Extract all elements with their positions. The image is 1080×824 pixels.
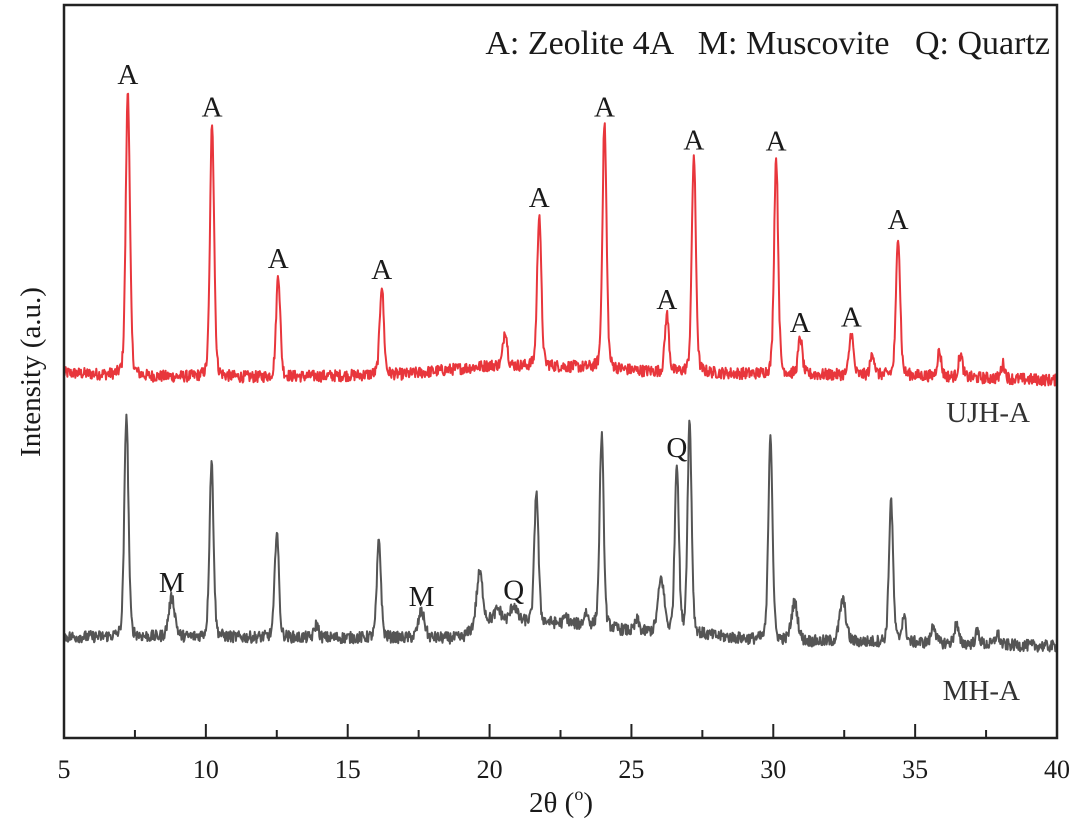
peak-label-a: A	[888, 204, 909, 236]
x-tick-label: 40	[1044, 755, 1070, 784]
peak-label-q: Q	[503, 574, 524, 606]
peak-label-a: A	[117, 59, 138, 91]
series-line-ujh-a	[63, 92, 1058, 387]
plot-frame	[62, 3, 1059, 740]
x-tick-label: 25	[618, 755, 644, 784]
x-tick-label: 30	[760, 755, 786, 784]
y-axis-title: Intensity (a.u.)	[15, 287, 47, 457]
series-group	[63, 92, 1058, 653]
peak-label-a: A	[202, 91, 223, 123]
peak-label-q: Q	[666, 432, 687, 464]
series-name-mh-a: MH-A	[943, 675, 1020, 707]
peak-label-a: A	[594, 91, 615, 123]
peak-label-a: A	[766, 126, 787, 158]
peak-label-a: A	[683, 124, 704, 156]
peak-label-m: M	[159, 567, 185, 599]
peak-label-a: A	[371, 254, 392, 286]
x-axis-title-main: 2θ (	[529, 787, 574, 819]
x-tick-label: 35	[902, 755, 928, 784]
x-tick-label: 5	[58, 755, 71, 784]
x-tick-label: 10	[193, 755, 219, 784]
series-line-mh-a	[63, 413, 1058, 653]
legend-text: A: Zeolite 4A M: Muscovite Q: Quartz	[485, 25, 1050, 62]
peak-label-a: A	[790, 307, 811, 339]
x-tick-label: 20	[477, 755, 503, 784]
x-tick-label: 15	[335, 755, 361, 784]
peak-label-a: A	[841, 302, 862, 334]
peak-label-a: A	[656, 284, 677, 316]
peak-label-m: M	[409, 581, 435, 613]
x-axis-title: 2θ (o)	[529, 784, 593, 819]
peak-label-a: A	[529, 182, 550, 214]
series-name-ujh-a: UJH-A	[946, 397, 1030, 429]
x-axis-title-close: )	[583, 787, 593, 819]
x-axis-ticks: 5 10 15 20 25 30 35 40	[58, 724, 1070, 784]
peak-label-a: A	[268, 243, 289, 275]
x-axis-title-sup: o	[574, 784, 583, 804]
